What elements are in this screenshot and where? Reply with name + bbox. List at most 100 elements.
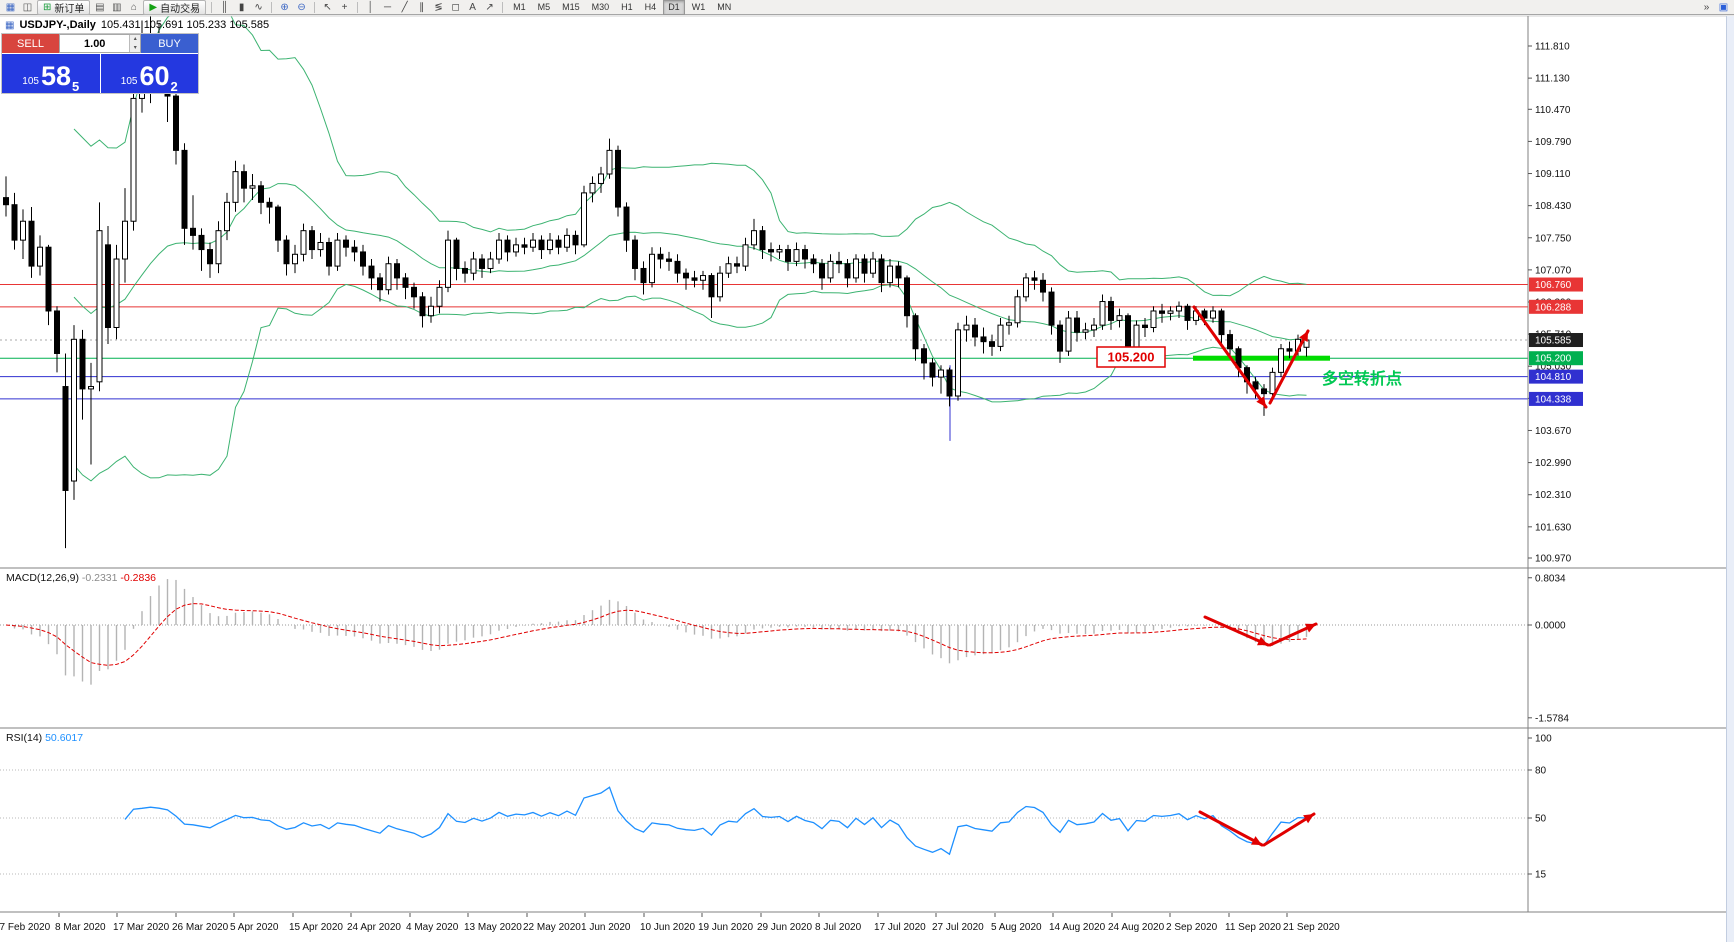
new-chart-icon[interactable]: ▦ [5, 1, 16, 13]
crosshair-icon[interactable]: + [341, 1, 348, 13]
price-badge [1529, 299, 1583, 314]
vertical-line-icon[interactable]: │ [367, 1, 374, 13]
svg-text:27 Feb 2020: 27 Feb 2020 [0, 922, 51, 933]
timeframe-D1[interactable]: D1 [663, 0, 685, 15]
svg-text:0.8034: 0.8034 [1535, 573, 1566, 584]
sell-price-display[interactable]: 105 58 5 [2, 54, 100, 93]
macd-pane [0, 579, 1528, 685]
data-window-icon[interactable]: ▥ [112, 1, 122, 13]
toolbar-separator [357, 1, 359, 13]
svg-text:13 May 2020: 13 May 2020 [464, 922, 522, 933]
buy-price-display[interactable]: 105 60 2 [100, 54, 198, 94]
sell-button[interactable]: SELL [2, 34, 59, 53]
fibonacci-icon[interactable]: ≶ [434, 1, 443, 13]
svg-text:27 Jul 2020: 27 Jul 2020 [932, 922, 984, 933]
rsi-pane [0, 769, 1528, 875]
svg-text:102.310: 102.310 [1535, 490, 1572, 501]
volume-increase-button[interactable]: ▴ [130, 35, 140, 44]
chart-profiles-icon[interactable]: ◫ [22, 1, 33, 13]
macd-label: MACD(12,26,9) -0.2331 -0.2836 [6, 572, 156, 584]
zoom-out-icon[interactable]: ⊖ [297, 1, 306, 13]
buy-price-prefix: 105 [120, 76, 138, 87]
svg-text:101.630: 101.630 [1535, 522, 1572, 533]
svg-text:100: 100 [1535, 734, 1552, 745]
svg-text:105.200: 105.200 [1535, 354, 1572, 365]
support-highlight-bar[interactable] [1193, 355, 1330, 361]
horizontal-line-icon[interactable]: ─ [384, 1, 392, 13]
svg-text:107.070: 107.070 [1535, 265, 1572, 276]
auto-trading-button[interactable]: ▶ 自动交易 [143, 0, 207, 15]
toolbar-separator [314, 1, 316, 13]
chart-title: ▦ USDJPY-,Daily 105.431 105.691 105.233 … [5, 19, 269, 31]
one-click-trading-panel: SELL ▴ ▾ BUY 105 58 5 105 60 2 [2, 34, 198, 93]
price-label-box[interactable] [1096, 346, 1166, 368]
svg-text:29 Jun 2020: 29 Jun 2020 [757, 922, 812, 933]
trendline-icon[interactable]: ╱ [401, 1, 408, 13]
volume-decrease-button[interactable]: ▾ [130, 43, 140, 52]
timeframe-M1[interactable]: M1 [513, 1, 526, 12]
timeframe-H1[interactable]: H1 [621, 1, 633, 12]
price-badge [1529, 277, 1583, 292]
timeframe-M5[interactable]: M5 [537, 1, 551, 12]
new-order-button-label: 新订单 [54, 3, 85, 15]
svg-text:8 Jul 2020: 8 Jul 2020 [815, 922, 862, 933]
arrows-icon[interactable]: ↗ [485, 1, 494, 13]
bar-chart-icon[interactable]: ║ [221, 1, 229, 13]
svg-text:21 Sep 2020: 21 Sep 2020 [1283, 922, 1340, 933]
toolbar-separator [211, 1, 213, 13]
chart-icon: ▦ [5, 19, 15, 31]
channel-icon[interactable]: ∥ [419, 1, 425, 13]
svg-text:26 Mar 2020: 26 Mar 2020 [172, 922, 229, 933]
svg-text:24 Apr 2020: 24 Apr 2020 [347, 922, 401, 933]
volume-spinner: ▴ ▾ [129, 35, 140, 52]
svg-text:111.810: 111.810 [1535, 42, 1570, 53]
text-icon[interactable]: A [469, 1, 476, 13]
timeframe-W1[interactable]: W1 [691, 1, 706, 12]
cursor-icon[interactable]: ↖ [323, 1, 332, 13]
buy-price-big: 60 [139, 61, 170, 91]
new-order-button[interactable]: ⊞ 新订单 [37, 0, 91, 15]
chart-symbol-label: USDJPY-,Daily [19, 19, 96, 31]
navigator-icon[interactable]: ⌂ [130, 1, 137, 13]
svg-text:5 Aug 2020: 5 Aug 2020 [991, 922, 1042, 933]
svg-text:17 Mar 2020: 17 Mar 2020 [113, 922, 170, 933]
svg-text:107.750: 107.750 [1535, 233, 1572, 244]
right-scrollbar[interactable] [1726, 16, 1734, 942]
svg-text:50: 50 [1535, 814, 1547, 825]
buy-button[interactable]: BUY [141, 34, 198, 53]
svg-text:105.030: 105.030 [1535, 362, 1572, 373]
svg-text:109.790: 109.790 [1535, 137, 1572, 148]
toolbar-overflow-icon[interactable]: » [1703, 1, 1710, 13]
timeframe-MN[interactable]: MN [717, 1, 732, 12]
timeframe-M30[interactable]: M30 [591, 1, 610, 12]
timeframe-M15[interactable]: M15 [562, 1, 580, 12]
svg-text:103.670: 103.670 [1535, 426, 1572, 437]
price-scale[interactable]: 111.810 111.130 110.470 109.790 109.110 108.4… [1528, 42, 1583, 881]
dock-panel-icon[interactable]: ▣ [1718, 1, 1729, 13]
candlestick-chart-icon[interactable]: ▮ [238, 1, 245, 13]
svg-text:-1.5784: -1.5784 [1535, 713, 1569, 724]
svg-text:5 Apr 2020: 5 Apr 2020 [230, 922, 279, 933]
price-badge [1529, 333, 1583, 348]
zoom-in-icon[interactable]: ⊕ [280, 1, 289, 13]
svg-text:109.110: 109.110 [1535, 169, 1571, 180]
buy-price-sup: 2 [170, 79, 178, 94]
svg-text:19 Jun 2020: 19 Jun 2020 [698, 922, 753, 933]
shapes-icon[interactable]: ◻ [451, 1, 460, 13]
volume-input[interactable] [60, 35, 130, 52]
market-watch-icon[interactable]: ▤ [95, 1, 105, 13]
toolbar-separator [502, 1, 504, 13]
svg-text:106.760: 106.760 [1535, 280, 1572, 291]
line-chart-icon[interactable]: ∿ [254, 1, 263, 13]
svg-text:8 Mar 2020: 8 Mar 2020 [55, 922, 106, 933]
chart-ohlc-values: 105.431 105.691 105.233 105.585 [100, 19, 270, 31]
svg-text:22 May 2020: 22 May 2020 [523, 922, 581, 933]
timeframe-H4[interactable]: H4 [644, 1, 657, 12]
volume-box: ▴ ▾ [59, 34, 141, 53]
svg-text:17 Jul 2020: 17 Jul 2020 [874, 922, 926, 933]
svg-text:24 Aug 2020: 24 Aug 2020 [1108, 922, 1165, 933]
svg-text:102.990: 102.990 [1535, 458, 1572, 469]
